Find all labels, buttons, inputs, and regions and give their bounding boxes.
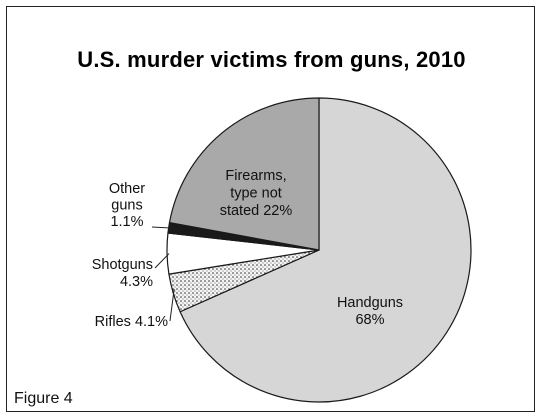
leader-lines [151, 226, 175, 322]
slice-label: Other guns 1.1% [109, 181, 145, 230]
slice-label-line: Rifles 4.1% [95, 314, 168, 330]
leader-line [169, 288, 175, 322]
slice-label-line: stated 22% [220, 203, 293, 219]
slice-label-line: Other [109, 181, 145, 197]
pie-slice-firearms-type-not-stated [168, 97, 320, 251]
slice-label-line: type not [230, 186, 282, 202]
chart-title: U.S. murder victims from guns, 2010 [77, 47, 466, 72]
slice-label-line: 1.1% [110, 214, 143, 230]
slice-labels: Handguns 68% Rifles 4.1% Shotguns 4.3% Other g… [92, 168, 403, 330]
leader-line [154, 253, 170, 269]
figure-caption: Figure 4 [14, 390, 73, 407]
slice-label-line: 68% [355, 312, 384, 328]
pie-slices [166, 97, 472, 403]
slice-label: Rifles 4.1% [95, 314, 168, 330]
pie-slice-handguns [179, 97, 472, 403]
leader-line [151, 226, 171, 229]
slice-label: Shotguns 4.3% [92, 257, 153, 290]
slice-label: Firearms, type not stated 22% [220, 168, 293, 219]
slice-label-line: Firearms, [225, 168, 286, 184]
slice-label-line: 4.3% [120, 274, 153, 290]
slice-label-line: Handguns [337, 295, 403, 311]
slice-label: Handguns 68% [337, 295, 403, 328]
slice-label-line: Shotguns [92, 257, 153, 273]
slice-label-line: guns [111, 198, 142, 214]
